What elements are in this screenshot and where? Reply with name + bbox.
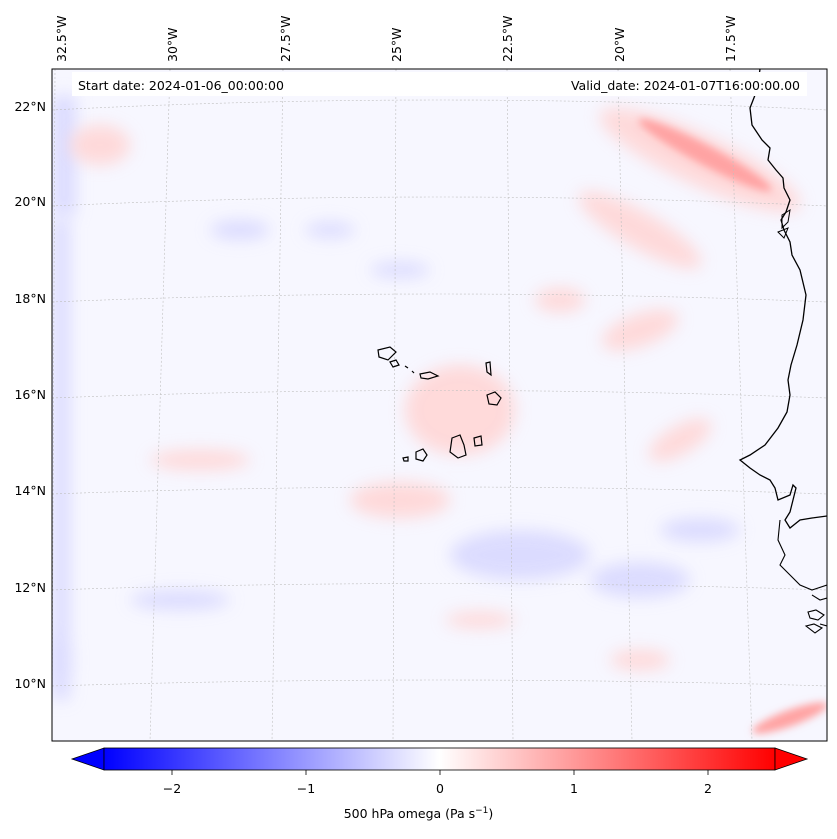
coastline [777,519,827,591]
latitude-label: 16°N [14,387,46,402]
colorbar-title-text: 500 hPa omega (Pa s [343,806,476,822]
cape-verde-islands [377,346,502,462]
latitude-label: 10°N [14,676,46,691]
colorbar-title-exponent: −1 [475,806,489,816]
valid-date-label: Valid_date: 2024-01-07T16:00:00.00 [570,78,800,93]
colorbar-tick-label: 0 [436,781,444,796]
colorbar-tick-label: −1 [296,781,316,796]
latitude-label: 22°N [14,99,46,114]
colorbar-tick-label: −2 [162,781,182,796]
latitude-label: 14°N [14,483,46,498]
latitude-label: 18°N [14,291,46,306]
coastline [738,69,827,529]
colorbar-title: 500 hPa omega (Pa s−1) [0,806,837,821]
map-frame [51,68,828,742]
colorbar-title-close: ) [488,806,494,822]
coastline [804,594,827,634]
header-band [72,72,807,96]
omega-field [52,69,827,741]
colorbar-tick-label: 2 [704,781,712,796]
latitude-label: 12°N [14,580,46,595]
start-date-label: Start date: 2024-01-06_00:00:00 [78,78,284,93]
colorbar-ticks [171,770,709,775]
graticule [52,69,827,741]
coastline [777,208,791,239]
latitude-label: 20°N [14,194,46,209]
colorbar-tick-label: 1 [570,781,578,796]
colorbar [70,747,809,775]
